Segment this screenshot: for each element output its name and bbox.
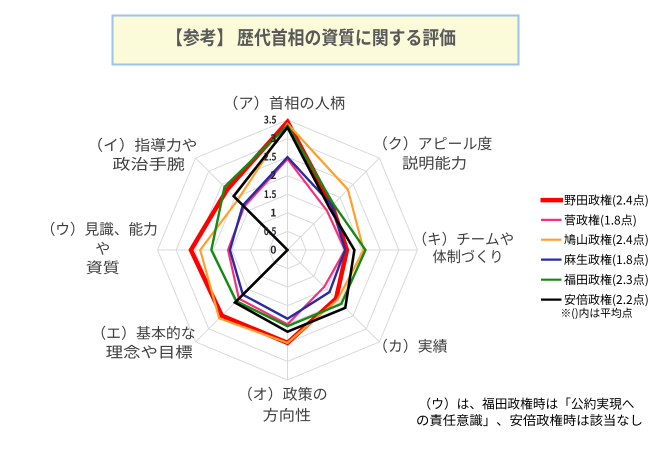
svg-text:※()内は平均点: ※()内は平均点	[561, 305, 633, 321]
svg-text:や: や	[95, 238, 110, 259]
svg-text:【参考】 歴代首相の資質に関する評価: 【参考】 歴代首相の資質に関する評価	[166, 23, 456, 50]
svg-text:1: 1	[270, 205, 276, 220]
svg-text:の責任意識」、安倍政権時は該当なし: の責任意識」、安倍政権時は該当なし	[416, 410, 643, 429]
svg-text:理念や目標: 理念や目標	[106, 341, 193, 362]
svg-text:菅政権(1.8点): 菅政権(1.8点)	[564, 211, 637, 228]
svg-text:0: 0	[270, 243, 276, 258]
svg-text:野田政権(2.4点): 野田政権(2.4点)	[564, 192, 649, 209]
svg-text:資質: 資質	[86, 257, 120, 278]
svg-text:（イ）指導力や: （イ）指導力や	[87, 134, 197, 155]
svg-text:3: 3	[270, 131, 276, 146]
svg-text:福田政権(2.3点): 福田政権(2.3点)	[564, 271, 649, 288]
svg-text:（ア）首相の人柄: （ア）首相の人柄	[223, 92, 345, 113]
svg-text:説明能力: 説明能力	[402, 153, 467, 174]
svg-text:麻生政権(1.8点): 麻生政権(1.8点)	[564, 251, 649, 268]
svg-text:0.5: 0.5	[264, 224, 277, 239]
svg-text:（ウ）見識、能力: （ウ）見識、能力	[41, 219, 158, 240]
svg-text:体制づくり: 体制づくり	[433, 246, 504, 267]
svg-text:鳩山政権(2.4点): 鳩山政権(2.4点)	[564, 231, 649, 248]
svg-text:（エ）基本的な: （エ）基本的な	[91, 322, 196, 343]
svg-text:政治手腕: 政治手腕	[112, 153, 185, 174]
svg-text:3.5: 3.5	[264, 113, 277, 128]
svg-text:（カ）実績: （カ）実績	[373, 336, 448, 357]
svg-text:（オ）政策の: （オ）政策の	[238, 384, 328, 405]
svg-text:方向性: 方向性	[263, 405, 312, 426]
svg-text:2.5: 2.5	[264, 150, 277, 165]
svg-text:1.5: 1.5	[264, 187, 277, 202]
svg-text:（キ）チームや: （キ）チームや	[413, 229, 515, 250]
svg-text:（ウ）は、福田政権時は「公約実現へ: （ウ）は、福田政権時は「公約実現へ	[419, 394, 635, 413]
svg-text:（ク）アピール度: （ク）アピール度	[373, 133, 493, 154]
svg-text:安倍政権(2.2点): 安倍政権(2.2点)	[564, 291, 649, 308]
svg-text:2: 2	[270, 168, 276, 183]
